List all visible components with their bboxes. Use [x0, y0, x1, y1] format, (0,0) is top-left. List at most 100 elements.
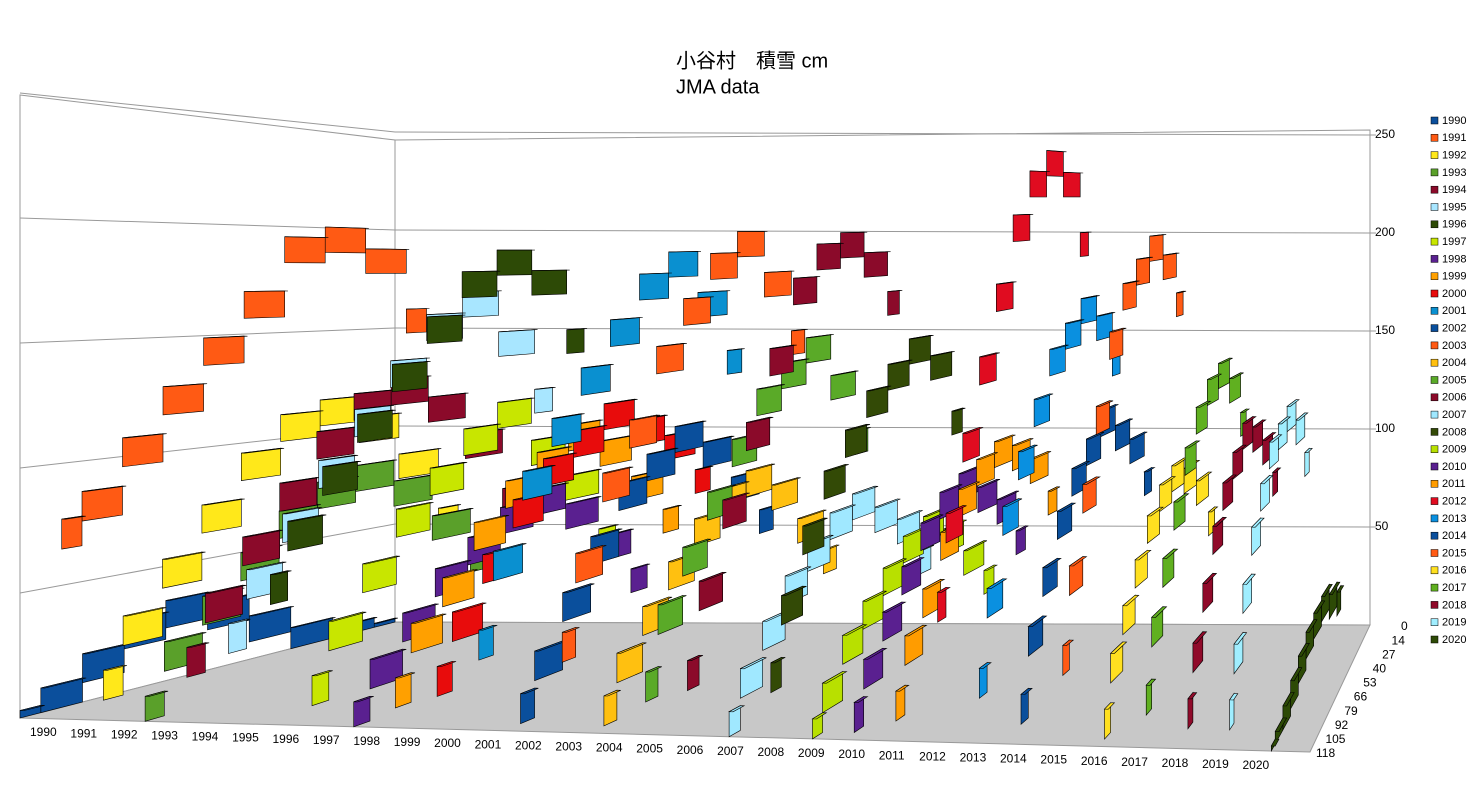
ribbon-segment [817, 243, 844, 270]
legend-swatch [1431, 480, 1438, 487]
ribbon-side [1013, 214, 1030, 241]
ribbon-segment [1047, 151, 1067, 177]
legend-label: 2001 [1442, 305, 1466, 317]
ribbon-side [1050, 345, 1066, 376]
x-tick-label: 2016 [1081, 754, 1108, 768]
chart-subtitle: JMA data [676, 76, 760, 98]
ribbon-segment [123, 434, 167, 467]
ribbon-side [841, 232, 865, 258]
legend-swatch [1431, 134, 1438, 141]
legend-swatch [1431, 567, 1438, 574]
ribbon-side [497, 250, 532, 275]
ribbon-side [711, 253, 738, 280]
ribbon-side [1110, 328, 1123, 359]
legend-swatch [1431, 290, 1438, 297]
ribbon-segment [581, 364, 614, 395]
x-tick-label: 2003 [555, 739, 582, 753]
x-tick-label: 2007 [717, 744, 744, 758]
ribbon-segment [285, 237, 329, 263]
depth-tick-label: 66 [1354, 690, 1368, 704]
ribbon-side [610, 318, 639, 347]
depth-tick-label: 118 [1316, 746, 1335, 760]
legend-label: 1992 [1442, 150, 1466, 162]
legend-label: 2003 [1442, 340, 1466, 352]
ribbon-side [204, 336, 245, 365]
legend-swatch [1431, 515, 1438, 522]
ribbon-side [640, 273, 669, 300]
ribbon-segment [497, 250, 535, 275]
legend-swatch [1431, 169, 1438, 176]
ribbon-side [980, 353, 997, 385]
legend-label: 1990 [1442, 115, 1466, 127]
ribbon-side [103, 665, 123, 700]
legend-swatch [1431, 636, 1438, 643]
ribbon-side [358, 410, 393, 442]
legend-label: 2009 [1442, 444, 1466, 456]
legend-label: 2012 [1442, 496, 1466, 508]
ribbon-side [428, 393, 465, 422]
ribbon-side [669, 251, 698, 277]
ribbon-side [535, 387, 553, 413]
legend-label: 1999 [1442, 271, 1466, 283]
legend-label: 2004 [1442, 357, 1466, 369]
legend-label: 2000 [1442, 288, 1466, 300]
ribbon-side [938, 587, 946, 622]
ribbon-side [406, 309, 426, 334]
x-tick-label: 2012 [919, 749, 946, 763]
legend-label: 2017 [1442, 582, 1466, 594]
legend-label: 2019 [1442, 617, 1466, 629]
ribbon-side [1030, 171, 1047, 197]
ribbon-side [244, 291, 285, 318]
ribbon-segment [317, 427, 358, 459]
y-tick-label: 150 [1375, 323, 1395, 337]
x-tick-label: 2005 [636, 742, 663, 756]
legend-label: 1993 [1442, 167, 1466, 179]
legend-label: 2007 [1442, 409, 1466, 421]
x-tick-label: 2002 [515, 738, 542, 752]
x-tick-label: 1997 [313, 733, 340, 747]
legend-label: 2006 [1442, 392, 1466, 404]
ribbon-segment [695, 466, 713, 493]
ribbon-side [764, 271, 791, 297]
legend-swatch [1431, 428, 1438, 435]
x-tick-label: 1990 [30, 725, 57, 739]
ribbon-segment [1030, 171, 1050, 197]
ribbon-side [325, 227, 366, 253]
legend-swatch [1431, 342, 1438, 349]
ribbon-segment [684, 297, 714, 326]
ribbon-side [498, 398, 532, 428]
x-tick-label: 2004 [596, 741, 623, 755]
x-tick-label: 2000 [434, 736, 461, 750]
legend-swatch [1431, 273, 1438, 280]
ribbon-segment [498, 398, 535, 428]
ribbon-segment [864, 252, 891, 278]
ribbon-segment [567, 329, 587, 354]
ribbon-side [806, 335, 831, 364]
ribbon-segment [1063, 172, 1083, 197]
depth-tick-label: 92 [1335, 718, 1349, 732]
chart-title: 小谷村 積雪 cm [676, 49, 828, 72]
legend-swatch [1431, 255, 1438, 262]
x-tick-label: 2011 [879, 748, 905, 762]
ribbon-segment [669, 251, 701, 277]
ribbon-side [427, 315, 462, 343]
ribbon-side [817, 243, 841, 270]
x-tick-label: 1991 [70, 726, 97, 740]
ribbon-side [392, 361, 427, 391]
ribbon-side [727, 349, 742, 375]
depth-tick-label: 53 [1363, 676, 1377, 690]
x-tick-label: 2010 [838, 747, 865, 761]
ribbon-segment [535, 387, 556, 413]
ribbon-segment [406, 309, 429, 334]
legend-label: 2005 [1442, 374, 1466, 386]
legend-label: 1994 [1442, 184, 1466, 196]
ribbon-segment [532, 270, 570, 295]
depth-tick-label: 0 [1401, 619, 1408, 633]
ribbon-segment [244, 291, 288, 318]
ribbon-side [187, 643, 206, 678]
ribbon-side [737, 231, 764, 257]
ribbon-segment [428, 393, 468, 422]
legend-label: 1996 [1442, 219, 1466, 231]
ribbon-segment [727, 349, 745, 375]
ribbon-side [684, 297, 711, 326]
